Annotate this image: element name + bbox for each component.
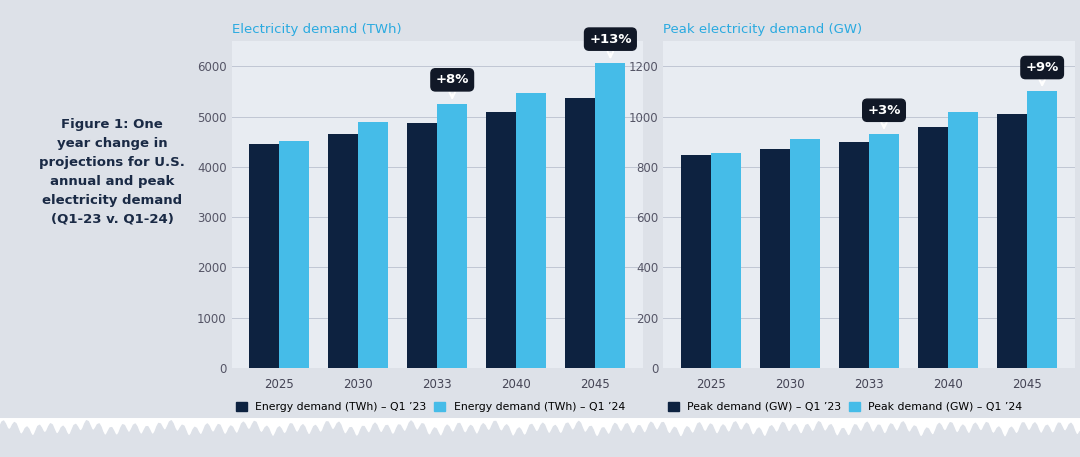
Legend: Energy demand (TWh) – Q1 ’23, Energy demand (TWh) – Q1 ’24: Energy demand (TWh) – Q1 ’23, Energy dem… — [231, 397, 630, 416]
Bar — [279, 141, 309, 368]
Bar — [328, 134, 359, 368]
Text: Peak electricity demand (GW): Peak electricity demand (GW) — [663, 23, 863, 36]
Bar — [595, 63, 625, 368]
Bar — [760, 149, 789, 368]
Bar — [869, 134, 899, 368]
Bar — [918, 127, 948, 368]
Bar — [711, 153, 741, 368]
Bar — [486, 112, 516, 368]
Text: Electricity demand (TWh): Electricity demand (TWh) — [231, 23, 401, 36]
Bar — [437, 104, 468, 368]
Bar — [249, 144, 279, 368]
Bar — [997, 114, 1027, 368]
Text: +9%: +9% — [1026, 61, 1058, 85]
Text: +8%: +8% — [435, 73, 469, 98]
Text: +3%: +3% — [867, 104, 901, 128]
Bar — [789, 139, 820, 368]
Bar — [839, 142, 869, 368]
Bar — [516, 93, 546, 368]
Text: +13%: +13% — [589, 32, 632, 57]
Bar — [407, 123, 437, 368]
Bar — [948, 112, 978, 368]
Legend: Peak demand (GW) – Q1 ’23, Peak demand (GW) – Q1 ’24: Peak demand (GW) – Q1 ’23, Peak demand (… — [663, 397, 1027, 416]
Bar — [565, 98, 595, 368]
Bar — [359, 122, 388, 368]
Bar — [680, 155, 711, 368]
Text: Figure 1: One
year change in
projections for U.S.
annual and peak
electricity de: Figure 1: One year change in projections… — [39, 118, 186, 226]
Bar — [1027, 91, 1057, 368]
